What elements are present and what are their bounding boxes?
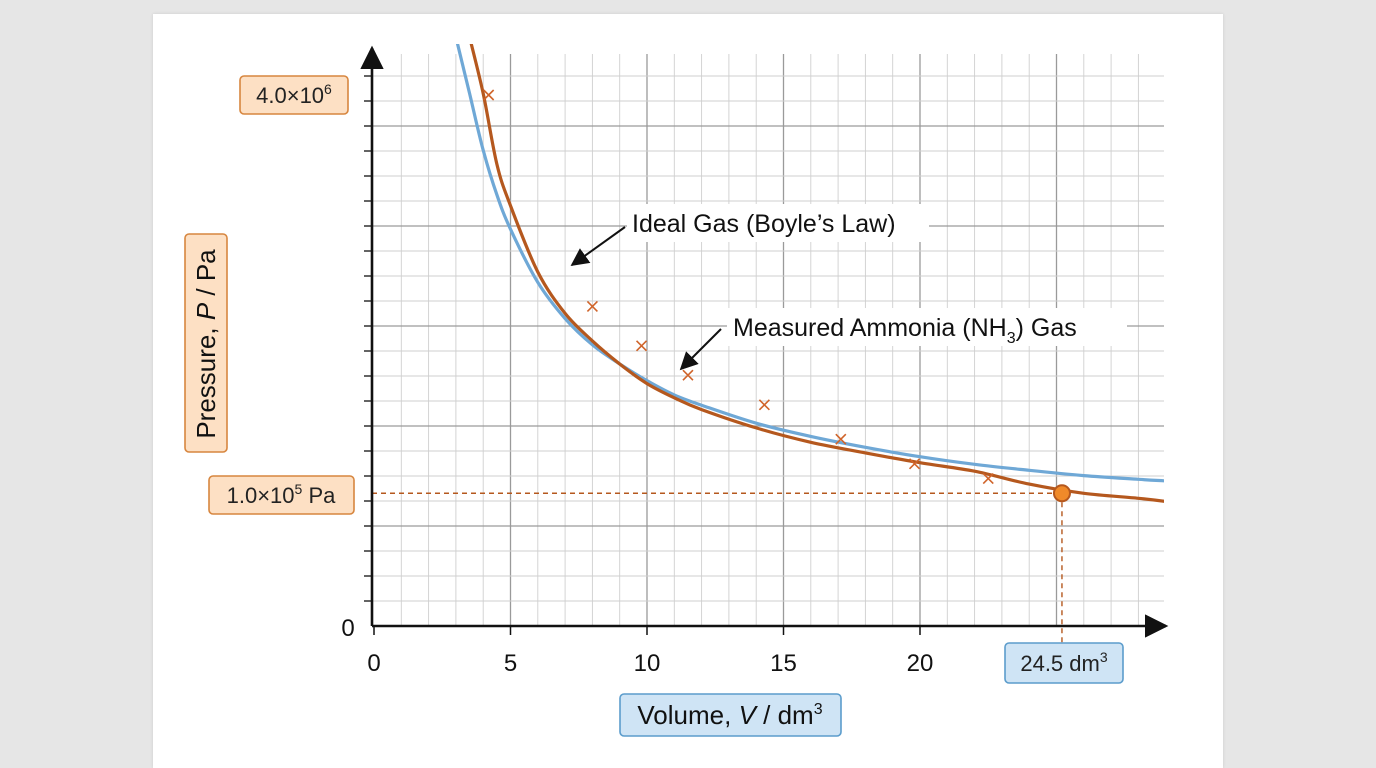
series-line-ideal-gas bbox=[455, 44, 1164, 483]
data-point-marker bbox=[682, 369, 694, 381]
x-tick-label: 20 bbox=[907, 650, 934, 677]
annotation-arrow-ammonia bbox=[679, 328, 722, 371]
x-axis-label: Volume, V / dm3 bbox=[637, 700, 822, 730]
highlight-point bbox=[1052, 484, 1071, 503]
y-axis-label: Pressure, P / Pa bbox=[191, 249, 221, 439]
annotation-ideal-gas: Ideal Gas (Boyle’s Law) bbox=[632, 210, 896, 238]
axes bbox=[360, 45, 1169, 638]
data-point-marker bbox=[908, 458, 921, 470]
x-axis-label-box bbox=[619, 693, 842, 737]
series bbox=[455, 44, 1164, 503]
guide-lines bbox=[372, 492, 1063, 644]
x-annotation-label: 24.5 dm3 bbox=[1020, 649, 1108, 676]
annotation-bg-ideal bbox=[627, 204, 929, 242]
pressure-volume-chart: 0 5 10 15 20 0 4.0×106 1.0×105 Pa 24.5 dm3 Volume… bbox=[184, 44, 1169, 737]
labels: 0 5 10 15 20 0 4.0×106 1.0×105 Pa 24.5 dm3 Volume… bbox=[184, 75, 1127, 737]
x-tick-label: 10 bbox=[634, 650, 661, 677]
series-line-ammonia bbox=[469, 44, 1164, 503]
data-point-marker bbox=[758, 399, 770, 411]
data-point-marker bbox=[835, 433, 847, 445]
y-annotation-top: 4.0×106 bbox=[256, 81, 332, 108]
x-tick-label: 0 bbox=[367, 650, 380, 677]
annotation-bg-ammonia bbox=[727, 308, 1127, 346]
data-point-marker bbox=[982, 472, 994, 485]
annotation-arrow-ideal bbox=[570, 226, 626, 267]
y-annotation-box-bottom bbox=[208, 475, 355, 515]
y-annotation-box-top bbox=[239, 75, 349, 115]
data-point-marker bbox=[635, 340, 648, 352]
y-zero-label: 0 bbox=[341, 615, 354, 642]
x-tick-label: 15 bbox=[770, 650, 797, 677]
x-annotation-box bbox=[1004, 642, 1124, 684]
data-point-marker bbox=[483, 89, 495, 101]
chart-paper: 0 5 10 15 20 0 4.0×106 1.0×105 Pa 24.5 dm3 Volume… bbox=[153, 14, 1223, 768]
y-axis-label-box bbox=[184, 233, 228, 453]
data-markers bbox=[483, 89, 1071, 503]
data-point-marker bbox=[586, 300, 598, 313]
annotation-ammonia: Measured Ammonia (NH3) Gas bbox=[733, 314, 1077, 347]
y-annotation-bottom: 1.0×105 Pa bbox=[227, 481, 336, 508]
x-tick-label: 5 bbox=[504, 650, 517, 677]
